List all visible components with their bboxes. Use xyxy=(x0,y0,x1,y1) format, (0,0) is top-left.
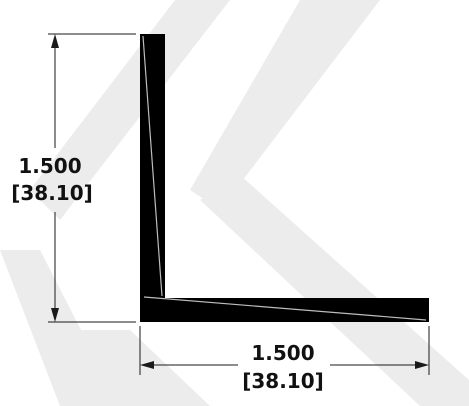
watermark-band-right xyxy=(190,0,380,210)
vertical-dimension-metric: [38.10] xyxy=(11,181,93,205)
watermark-band-upper xyxy=(30,0,230,220)
horizontal-dimension-value: 1.500 xyxy=(251,341,314,365)
horizontal-leg-taper-line xyxy=(143,296,427,321)
vertical-dimension-value: 1.500 xyxy=(18,154,81,178)
vertical-arrow-bottom xyxy=(51,308,59,322)
vertical-leg-taper-line xyxy=(142,35,163,297)
angle-cross-section xyxy=(140,34,429,322)
vertical-dimension xyxy=(48,33,136,323)
horizontal-dimension xyxy=(139,326,430,375)
watermark-band-diagonal xyxy=(200,175,469,406)
horizontal-arrow-left xyxy=(140,361,154,369)
watermark-band-bottom xyxy=(60,330,210,406)
horizontal-arrow-right xyxy=(415,361,429,369)
vertical-arrow-top xyxy=(51,34,59,48)
horizontal-dimension-metric: [38.10] xyxy=(242,369,324,393)
